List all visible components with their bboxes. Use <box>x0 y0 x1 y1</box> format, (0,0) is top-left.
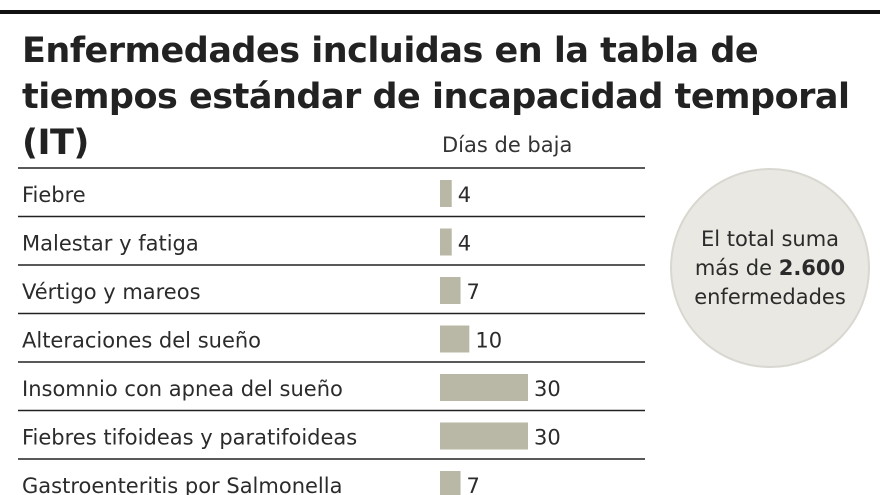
note-line-3: enfermedades <box>694 284 846 309</box>
value-label: 4 <box>458 232 471 256</box>
total-note: El total suma más de 2.600 enfermedades <box>685 225 855 312</box>
bar <box>440 325 470 353</box>
value-label: 7 <box>467 474 480 495</box>
bar <box>440 277 461 304</box>
chart-title: Enfermedades incluidas en la tabla de ti… <box>22 31 850 163</box>
bar <box>440 471 461 495</box>
category-label: Vértigo y mareos <box>22 280 201 304</box>
category-label: Malestar y fatiga <box>22 232 199 256</box>
category-label: Alteraciones del sueño <box>22 329 261 353</box>
note-total-value: 2.600 <box>778 255 846 280</box>
category-label: Insomnio con apnea del sueño <box>22 377 343 401</box>
bar <box>440 422 528 450</box>
value-label: 4 <box>458 183 471 207</box>
category-label: Fiebre <box>22 183 86 207</box>
category-label: Gastroenteritis por Salmonella <box>22 474 342 495</box>
value-label: 7 <box>467 280 480 304</box>
total-note-circle: El total suma más de 2.600 enfermedades <box>670 168 870 368</box>
value-label: 30 <box>534 426 561 450</box>
top-rule <box>0 10 880 14</box>
bar <box>440 228 452 256</box>
value-label: 10 <box>475 329 502 353</box>
value-label: 30 <box>534 377 561 401</box>
note-line-1: El total suma <box>700 226 840 251</box>
bar <box>440 374 528 401</box>
note-line-2-prefix: más de <box>694 255 779 280</box>
category-label: Fiebres tifoideas y paratifoideas <box>22 426 357 450</box>
value-axis-label: Días de baja <box>442 133 573 157</box>
bar <box>440 180 452 207</box>
